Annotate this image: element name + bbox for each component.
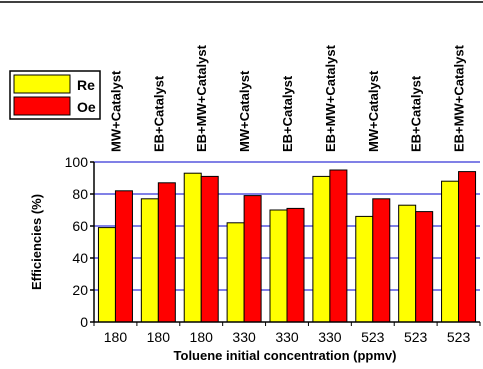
- legend-swatch-re: [13, 74, 71, 94]
- condition-labels: MW+Catalyst EB+Catalyst EB+MW+Catalyst MW+C…: [108, 44, 466, 152]
- x-tick-label-5: 330: [275, 329, 299, 345]
- condition-label-5: EB+Catalyst: [280, 75, 295, 152]
- bar-oe-1: [114, 190, 133, 323]
- bar-re-9: [441, 180, 460, 323]
- bar-re-7: [355, 215, 374, 323]
- condition-label-9: EB+MW+Catalyst: [452, 44, 467, 152]
- bar-oe-4: [243, 195, 262, 323]
- condition-label-7: MW+Catalyst: [366, 70, 381, 152]
- condition-label-8: EB+Catalyst: [409, 75, 424, 152]
- condition-label-6: EB+MW+Catalyst: [323, 44, 338, 152]
- bar-oe-5: [286, 207, 305, 323]
- x-tick-labels: 180 180 180 330 330 330 523 523 523: [104, 329, 471, 345]
- x-tick-label-3: 180: [190, 329, 214, 345]
- x-tick-label-8: 523: [404, 329, 428, 345]
- bar-re-4: [226, 222, 245, 323]
- bar-re-3: [183, 172, 202, 323]
- bar-re-2: [140, 198, 159, 323]
- legend: Re Oe: [9, 70, 101, 120]
- bar-re-1: [97, 227, 116, 323]
- legend-label-oe: Oe: [77, 99, 96, 115]
- legend-label-re: Re: [77, 77, 95, 93]
- x-tick-label-9: 523: [447, 329, 471, 345]
- bar-re-6: [312, 175, 331, 323]
- y-axis-title: Efficiencies (%): [29, 194, 44, 290]
- bar-oe-3: [200, 175, 219, 323]
- y-tick-label-0: 0: [80, 314, 88, 330]
- x-axis-title: Toluene initial concentration (ppmv): [174, 348, 397, 363]
- bar-oe-7: [372, 198, 391, 323]
- bar-oe-9: [458, 171, 477, 323]
- x-tick-label-4: 330: [232, 329, 256, 345]
- y-tick-label-20: 20: [72, 282, 88, 298]
- y-tick-label-80: 80: [72, 186, 88, 202]
- condition-label-4: MW+Catalyst: [237, 70, 252, 152]
- bar-oe-2: [157, 182, 176, 323]
- x-tick-label-1: 180: [104, 329, 128, 345]
- x-tick-label-2: 180: [147, 329, 171, 345]
- condition-label-2: EB+Catalyst: [151, 75, 166, 152]
- axes: [90, 161, 481, 326]
- y-tick-label-60: 60: [72, 218, 88, 234]
- bar-re-5: [269, 209, 288, 323]
- condition-label-3: EB+MW+Catalyst: [194, 44, 209, 152]
- condition-label-1: MW+Catalyst: [108, 70, 123, 152]
- y-tick-label-40: 40: [72, 250, 88, 266]
- x-tick-label-6: 330: [318, 329, 342, 345]
- y-tick-label-100: 100: [65, 154, 89, 170]
- bar-re-8: [398, 204, 417, 323]
- bar-oe-8: [415, 211, 434, 323]
- legend-swatch-oe: [13, 96, 71, 116]
- bars: [97, 169, 477, 323]
- y-tick-labels: 0 20 40 60 80 100: [65, 154, 89, 330]
- x-tick-label-7: 523: [361, 329, 385, 345]
- bar-oe-6: [329, 169, 348, 323]
